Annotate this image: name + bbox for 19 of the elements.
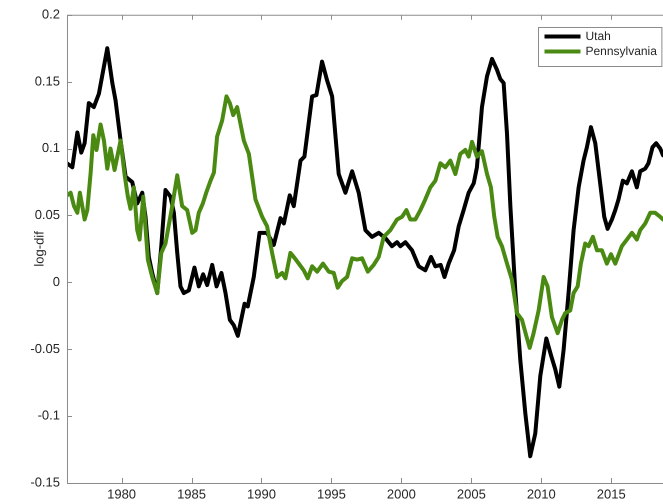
y-tick-label: 0.2 xyxy=(42,6,60,22)
legend-label: Utah xyxy=(586,28,611,43)
y-tick-label: 0.15 xyxy=(34,73,60,88)
x-tick-label: 1985 xyxy=(177,486,206,502)
x-tick-label: 2010 xyxy=(526,486,556,502)
x-tick-label: 2000 xyxy=(386,486,416,502)
legend-label: Pennsylvania xyxy=(586,44,658,58)
y-tick-label: 0 xyxy=(52,274,60,289)
y-axis-title: log-dif xyxy=(31,230,46,267)
y-tick-label: -0.15 xyxy=(30,474,60,490)
x-tick-label: 2005 xyxy=(456,486,486,502)
x-tick-label: 1995 xyxy=(316,486,346,502)
y-tick-label: -0.1 xyxy=(38,408,60,423)
y-tick-label: -0.05 xyxy=(30,340,60,356)
x-tick-label: 1980 xyxy=(107,486,136,502)
x-tick-label: 2015 xyxy=(596,486,626,502)
y-tick-label: 0.1 xyxy=(42,140,60,156)
x-tick-label: 1990 xyxy=(247,486,276,502)
y-tick-label: 0.05 xyxy=(34,207,60,222)
